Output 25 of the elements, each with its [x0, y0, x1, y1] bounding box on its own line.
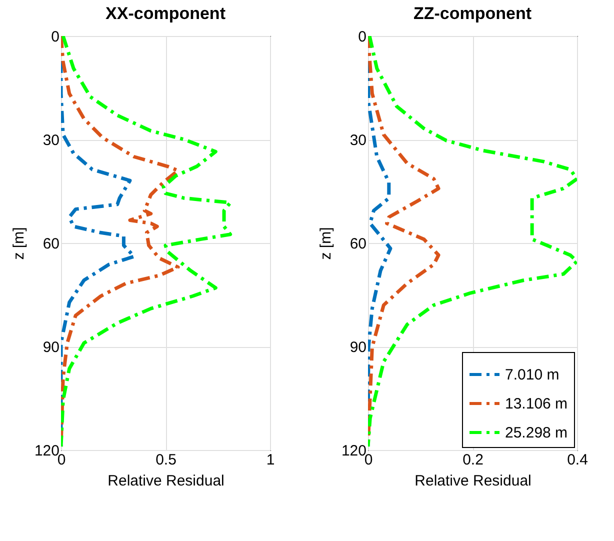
y-tick-label: 0	[51, 28, 60, 46]
x-tick-label: 0.2	[462, 452, 484, 468]
y-tick-label: 0	[358, 28, 366, 46]
y-tick-label: 30	[42, 132, 60, 149]
y-tick-label: 90	[42, 339, 60, 356]
x-tick-label: 0.5	[156, 452, 176, 468]
chart-title: ZZ-component	[413, 4, 532, 23]
y-tick-label: 60	[42, 236, 60, 252]
x-tick-label: 0.4	[567, 452, 588, 468]
y-tick-label: 120	[34, 442, 60, 460]
line-series	[61, 36, 232, 448]
chart-title: XX-component	[106, 4, 226, 23]
legend-label: 25.298 m	[505, 424, 568, 442]
y-tick-label: 30	[350, 132, 366, 149]
x-axis-title: Relative Residual	[414, 472, 532, 490]
x-tick-label: 1	[266, 452, 275, 468]
y-axis-title: z [m]	[10, 227, 28, 260]
line-series	[368, 36, 577, 448]
legend-label: 13.106 m	[505, 396, 568, 412]
y-tick-label: 60	[350, 236, 366, 252]
y-tick-label: 120	[341, 442, 366, 460]
x-axis-title: Relative Residual	[108, 472, 224, 490]
y-tick-label: 90	[350, 339, 366, 356]
legend-label: 7.010 m	[505, 366, 560, 384]
y-axis-title: z [m]	[317, 227, 334, 260]
